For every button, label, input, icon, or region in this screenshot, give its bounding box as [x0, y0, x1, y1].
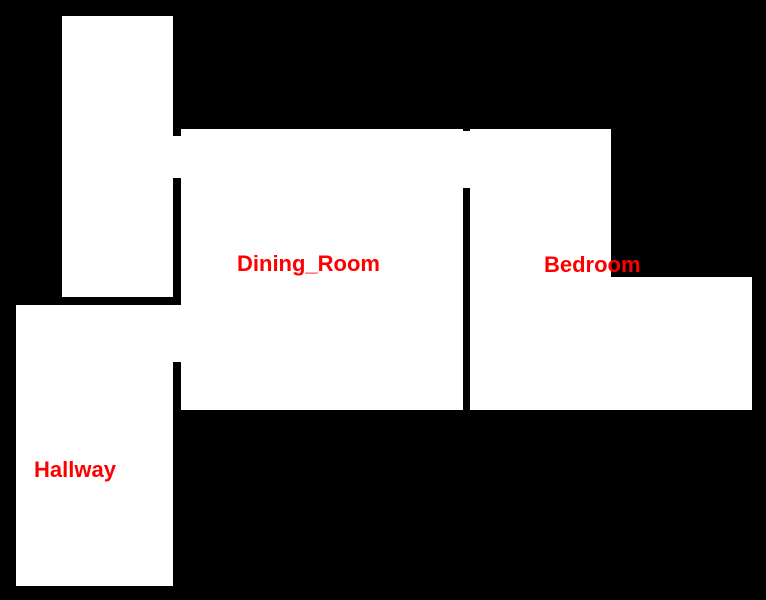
dining-room-label: Dining_Room — [237, 251, 380, 276]
doorway-hallway-dining — [173, 305, 181, 362]
dining-room — [181, 129, 463, 410]
unlabeled-room — [62, 16, 173, 297]
hallway-label: Hallway — [34, 457, 116, 482]
doorway-dining-bedroom — [463, 131, 470, 188]
bedroom-lower-wing — [611, 277, 752, 410]
bedroom-label: Bedroom — [544, 252, 641, 277]
bedroom-upper — [470, 129, 611, 410]
hallway — [16, 305, 173, 586]
doorway-unlabeled-dining — [173, 136, 181, 178]
